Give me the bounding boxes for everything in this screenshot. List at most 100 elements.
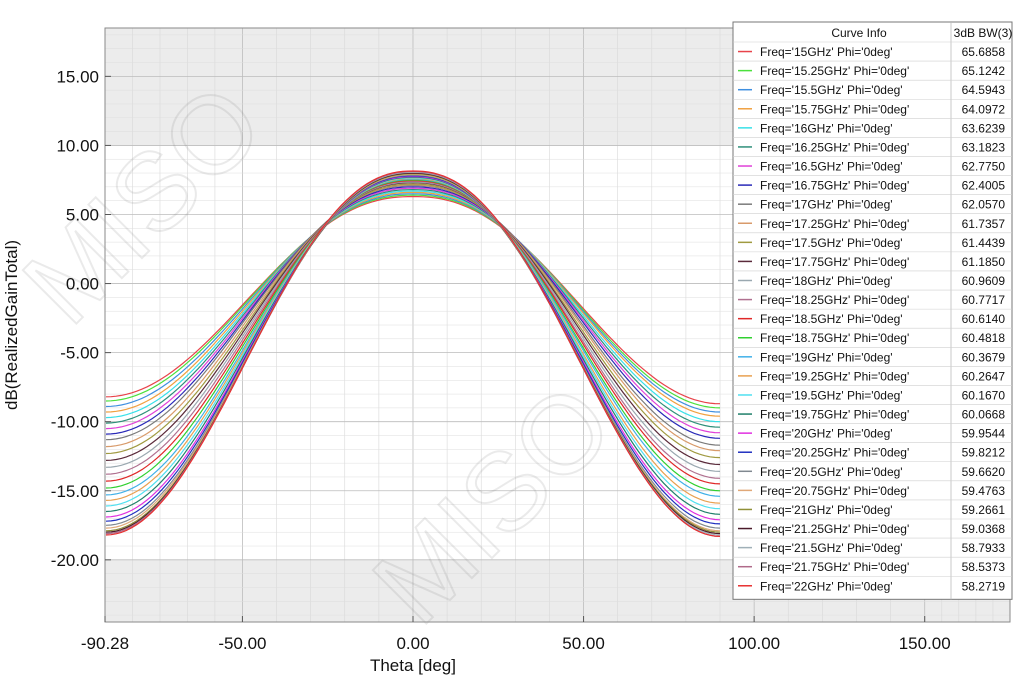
legend-series-bw: 61.1850 [962,255,1006,269]
legend-series-name: Freq='18.25GHz' Phi='0deg' [760,293,909,307]
series-line [105,178,721,504]
legend-series-name: Freq='20.5GHz' Phi='0deg' [760,465,903,479]
legend-series-bw: 59.8212 [962,446,1006,460]
legend-series-name: Freq='18.5GHz' Phi='0deg' [760,312,903,326]
series-line [105,170,721,537]
y-tick-label: 0.00 [66,275,99,294]
legend-series-name: Freq='21.25GHz' Phi='0deg' [760,522,909,536]
legend-series-name: Freq='17.75GHz' Phi='0deg' [760,255,909,269]
series-line [105,186,721,439]
legend-series-name: Freq='16.5GHz' Phi='0deg' [760,160,903,174]
legend-series-bw: 60.6140 [962,312,1006,326]
y-tick-label: 15.00 [56,67,99,86]
series-line [105,178,721,497]
legend-series-name: Freq='21GHz' Phi='0deg' [760,503,893,517]
x-tick-label: -90.28 [81,634,129,653]
legend-series-bw: 63.1823 [962,140,1006,154]
legend-series-bw: 64.5943 [962,83,1006,97]
legend-series-bw: 61.7357 [962,217,1006,231]
series-line [105,188,721,428]
y-tick-label: -5.00 [60,344,99,363]
x-axis-ticks: -90.28 -50.00 0.00 50.00 100.00 150.00 [81,616,951,653]
legend-series-bw: 60.0668 [962,408,1006,422]
series-line [105,180,721,479]
legend-series-bw: 58.2719 [962,579,1006,593]
legend-series-name: Freq='15GHz' Phi='0deg' [760,45,893,59]
legend-series-bw: 58.7933 [962,541,1006,555]
legend-series-bw: 59.4763 [962,484,1006,498]
legend-series-name: Freq='19.75GHz' Phi='0deg' [760,408,909,422]
x-tick-label: 0.00 [396,634,429,653]
legend-series-name: Freq='15.75GHz' Phi='0deg' [760,102,909,116]
y-axis-label: dB(RealizedGainTotal) [2,240,21,410]
y-axis-ticks: 15.00 10.00 5.00 0.00 -5.00 -10.00 -15.00 -20.0… [51,67,111,570]
legend-series-bw: 60.2647 [962,369,1006,383]
legend-series-name: Freq='17.25GHz' Phi='0deg' [760,217,909,231]
legend-series-bw: 60.3679 [962,350,1006,364]
legend-series-bw: 62.4005 [962,179,1006,193]
series-line [105,191,721,417]
y-tick-label: 5.00 [66,205,99,224]
legend-header-curve: Curve Info [831,26,887,40]
legend: Curve Info 3dB BW(3) Freq='15GHz' Phi='0… [732,21,1013,600]
x-tick-label: 50.00 [562,634,605,653]
series-line [105,175,721,525]
y-tick-label: -10.00 [51,413,99,432]
series-line [105,176,721,515]
legend-series-name: Freq='15.25GHz' Phi='0deg' [760,64,909,78]
series-line [105,182,721,466]
legend-series-name: Freq='19.25GHz' Phi='0deg' [760,369,909,383]
legend-series-bw: 60.1670 [962,388,1006,402]
legend-series-bw: 59.6620 [962,465,1006,479]
series-line [105,187,721,434]
legend-series-name: Freq='20GHz' Phi='0deg' [760,427,893,441]
legend-series-bw: 63.6239 [962,121,1006,135]
legend-series-name: Freq='17GHz' Phi='0deg' [760,198,893,212]
legend-series-bw: 60.7717 [962,293,1006,307]
x-tick-label: 150.00 [899,634,951,653]
legend-series-name: Freq='19.5GHz' Phi='0deg' [760,388,903,402]
series-line [105,177,721,510]
series-line [105,183,721,459]
legend-series-bw: 59.9544 [962,427,1006,441]
series-line [105,181,721,472]
series-line [105,174,721,529]
series-line [105,184,721,446]
legend-series-bw: 60.9609 [962,274,1006,288]
series-line [105,175,721,521]
legend-series-name: Freq='18.75GHz' Phi='0deg' [760,331,909,345]
legend-series-name: Freq='15.5GHz' Phi='0deg' [760,83,903,97]
y-tick-label: -20.00 [51,551,99,570]
legend-series-bw: 62.7750 [962,160,1006,174]
curves [105,170,721,537]
x-tick-label: 100.00 [728,634,780,653]
legend-series-bw: 59.2661 [962,503,1006,517]
legend-series-bw: 65.1242 [962,64,1006,78]
series-line [105,195,721,405]
legend-series-name: Freq='16.25GHz' Phi='0deg' [760,140,909,154]
legend-series-name: Freq='20.25GHz' Phi='0deg' [760,446,909,460]
legend-series-name: Freq='18GHz' Phi='0deg' [760,274,893,288]
legend-header-value: 3dB BW(3) [954,26,1013,40]
legend-series-name: Freq='20.75GHz' Phi='0deg' [760,484,909,498]
legend-series-bw: 64.0972 [962,102,1006,116]
legend-series-bw: 60.4818 [962,331,1006,345]
y-tick-label: -15.00 [51,482,99,501]
legend-series-name: Freq='16.75GHz' Phi='0deg' [760,179,909,193]
series-line [105,193,721,413]
series-line [105,194,721,409]
legend-series-name: Freq='21.5GHz' Phi='0deg' [760,541,903,555]
legend-series-name: Freq='19GHz' Phi='0deg' [760,350,893,364]
legend-series-bw: 58.5373 [962,560,1006,574]
x-tick-label: -50.00 [218,634,266,653]
legend-series-name: Freq='16GHz' Phi='0deg' [760,121,893,135]
legend-series-name: Freq='21.75GHz' Phi='0deg' [760,560,909,574]
series-line [105,179,721,492]
legend-series-bw: 65.6858 [962,45,1006,59]
legend-series-name: Freq='17.5GHz' Phi='0deg' [760,236,903,250]
legend-series-bw: 59.0368 [962,522,1006,536]
series-line [105,190,721,423]
legend-series-name: Freq='22GHz' Phi='0deg' [760,579,893,593]
legend-series-bw: 62.0570 [962,198,1006,212]
